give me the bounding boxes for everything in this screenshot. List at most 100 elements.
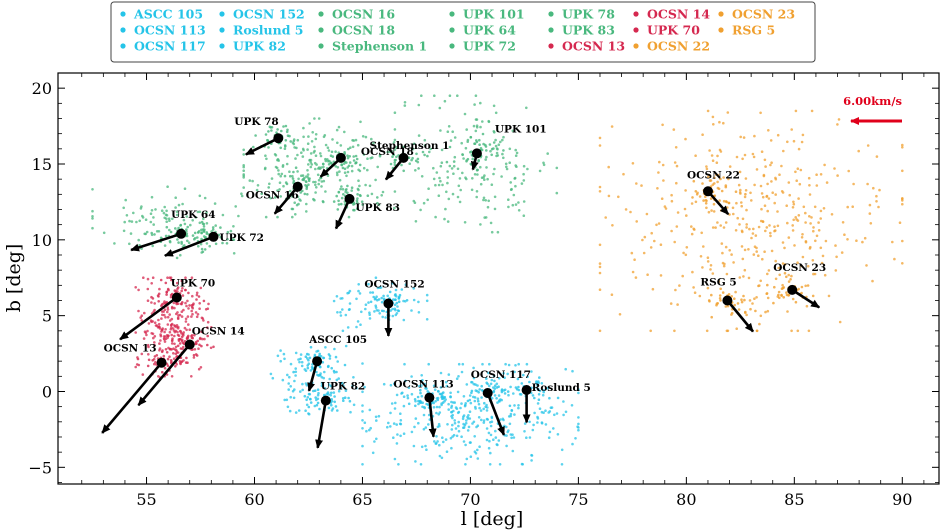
star-point <box>715 302 719 306</box>
star-point <box>198 221 202 225</box>
cluster-center <box>703 186 713 197</box>
star-point <box>538 376 541 379</box>
star-point <box>759 279 762 283</box>
star-point <box>699 254 703 258</box>
x-tick-label: 70 <box>460 490 480 509</box>
star-point <box>348 399 352 403</box>
star-point <box>366 194 370 197</box>
star-point <box>473 396 477 399</box>
star-point <box>718 199 721 202</box>
star-point <box>451 435 454 438</box>
star-point <box>495 386 499 389</box>
star-point <box>198 302 201 305</box>
star-point <box>144 232 147 236</box>
star-point <box>226 230 230 234</box>
star-point <box>350 169 354 173</box>
star-point <box>741 217 745 221</box>
star-point <box>452 164 456 168</box>
star-point <box>195 298 198 301</box>
star-point <box>191 219 194 222</box>
star-point <box>470 381 474 384</box>
star-point <box>759 184 763 188</box>
star-point <box>787 280 791 283</box>
star-point <box>743 248 747 252</box>
star-point <box>453 421 457 425</box>
star-point <box>413 398 417 401</box>
star-point <box>393 138 397 142</box>
star-point <box>721 251 724 255</box>
star-point <box>202 228 205 231</box>
star-point <box>310 365 314 369</box>
star-point <box>493 379 496 383</box>
legend-marker <box>120 11 126 17</box>
star-point <box>490 378 494 382</box>
star-point <box>634 276 638 279</box>
star-point <box>765 195 768 198</box>
star-point <box>822 207 826 210</box>
star-point <box>361 362 364 365</box>
star-point <box>161 313 164 317</box>
star-point <box>649 329 652 333</box>
star-point <box>163 308 167 312</box>
velocity-arrow <box>130 232 182 252</box>
star-point <box>390 402 394 405</box>
star-point <box>205 231 209 234</box>
star-point <box>837 118 841 121</box>
star-point <box>317 182 321 186</box>
star-point <box>446 423 449 426</box>
star-point <box>453 419 457 422</box>
star-point <box>440 161 444 164</box>
star-point <box>161 370 164 374</box>
star-point <box>295 146 298 150</box>
star-point <box>766 182 769 186</box>
star-point <box>338 170 341 173</box>
star-point <box>329 384 333 388</box>
star-point <box>809 222 812 225</box>
star-point <box>792 139 796 143</box>
star-point <box>633 258 636 262</box>
star-point <box>335 370 338 374</box>
star-point <box>140 352 144 356</box>
star-point <box>791 224 794 227</box>
star-point <box>811 259 815 262</box>
star-point <box>352 155 356 158</box>
legend-label: OCSN 18 <box>332 23 395 38</box>
cluster-label: OCSN 22 <box>687 169 740 181</box>
star-point <box>797 147 801 151</box>
star-point <box>320 166 323 169</box>
legend-label: OCSN 152 <box>233 7 305 22</box>
star-point <box>331 138 334 141</box>
star-point <box>479 125 482 129</box>
star-point <box>631 162 635 165</box>
star-point <box>465 383 469 386</box>
star-point <box>413 425 416 429</box>
star-point <box>768 224 771 227</box>
star-point <box>453 401 457 404</box>
star-point <box>550 406 554 409</box>
star-point <box>509 385 512 389</box>
star-point <box>154 324 158 327</box>
star-point <box>193 237 196 241</box>
star-point <box>570 404 574 407</box>
star-point <box>425 448 428 452</box>
star-point <box>392 436 395 440</box>
star-point <box>162 211 166 215</box>
star-point <box>400 163 403 167</box>
star-point <box>755 168 759 171</box>
star-point <box>289 362 293 366</box>
star-point <box>712 123 715 126</box>
star-point <box>356 320 360 323</box>
star-point <box>176 281 179 285</box>
star-point <box>469 136 473 139</box>
star-point <box>432 177 436 181</box>
star-point <box>186 315 190 318</box>
star-point <box>503 388 507 392</box>
star-point <box>789 278 792 281</box>
star-point <box>178 342 182 345</box>
star-point <box>785 275 788 279</box>
star-point <box>512 193 516 197</box>
star-point <box>810 109 814 113</box>
star-point <box>286 405 290 409</box>
star-point <box>335 378 339 382</box>
star-point <box>391 282 394 285</box>
